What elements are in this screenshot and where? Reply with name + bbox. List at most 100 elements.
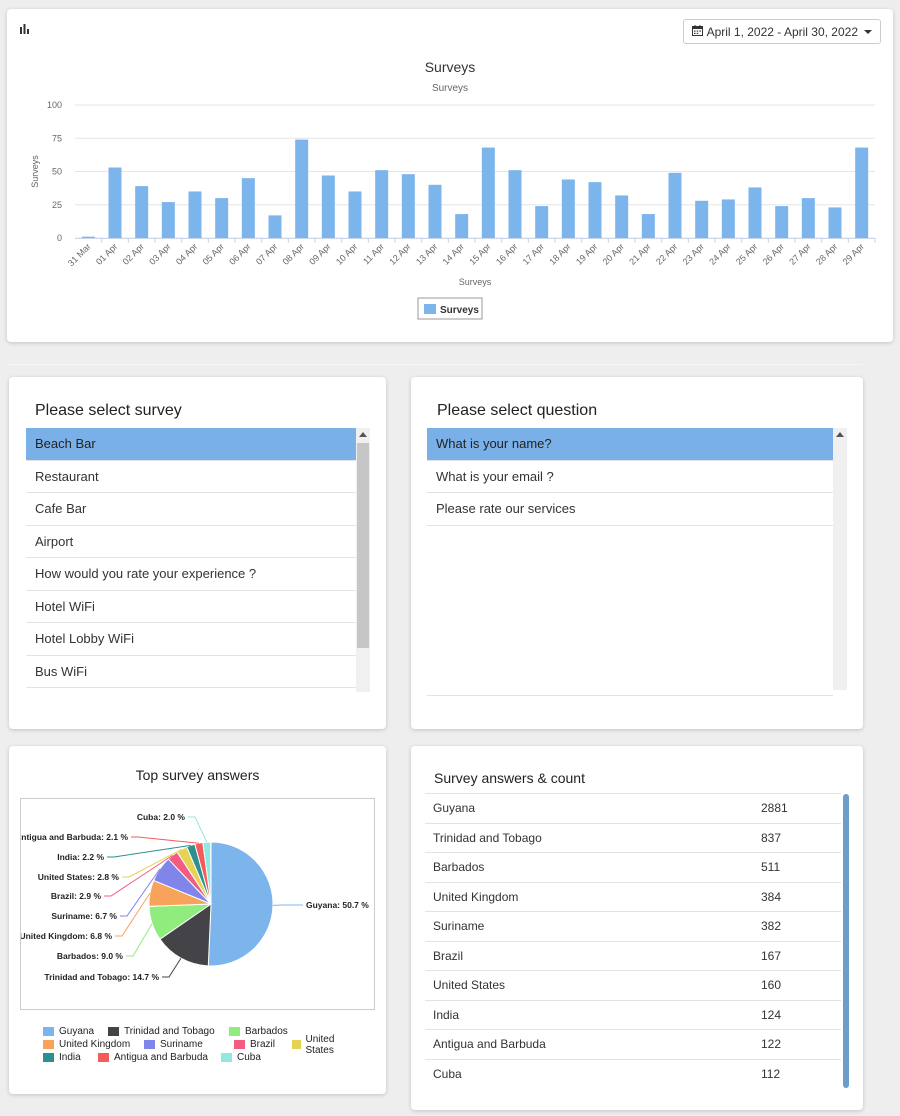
x-tick-label: 04 Apr: [174, 241, 199, 266]
x-tick-label: 06 Apr: [227, 241, 252, 266]
legend-item[interactable]: Barbados: [229, 1026, 289, 1037]
date-range-button[interactable]: April 1, 2022 - April 30, 2022: [682, 19, 881, 44]
x-tick-label: 29 Apr: [841, 241, 866, 266]
x-tick-label: 10 Apr: [334, 241, 359, 266]
chart-title: Surveys: [425, 59, 476, 75]
question-select-panel: Please select question What is your name…: [411, 377, 863, 729]
pie-data-label: Guyana: 50.7 %: [306, 900, 369, 910]
answer-count: 2881: [761, 801, 788, 816]
legend-label: Barbados: [245, 1026, 288, 1037]
bar: [135, 186, 149, 238]
bar: [215, 198, 229, 238]
pie-data-label: Suriname: 6.7 %: [51, 911, 117, 921]
answer-name: Brazil: [433, 948, 464, 963]
legend-label: Cuba: [237, 1052, 261, 1063]
bar: [535, 206, 549, 238]
legend-label: India: [59, 1052, 81, 1063]
legend-item[interactable]: India: [43, 1052, 98, 1063]
table-row: Guyana 2881: [425, 793, 841, 823]
legend-swatch: [144, 1040, 155, 1049]
legend-item[interactable]: Trinidad and Tobago: [108, 1026, 229, 1037]
pie-connector: [104, 854, 173, 897]
survey-list-item[interactable]: Cafe Bar: [26, 493, 356, 526]
scrollbar-thumb[interactable]: [357, 443, 369, 648]
y-axis-label: Surveys: [30, 155, 40, 188]
pie-connector: [162, 957, 182, 978]
pie-data-label: United States: 2.8 %: [38, 872, 120, 882]
scroll-up-icon[interactable]: [836, 432, 844, 437]
legend-item[interactable]: Brazil: [234, 1039, 292, 1050]
pie-legend: Guyana Trinidad and Tobago Barbados United …: [43, 1025, 373, 1064]
legend-item[interactable]: United Kingdom: [43, 1039, 144, 1050]
pie-connector: [122, 848, 183, 878]
answer-count: 160: [761, 978, 782, 993]
chart-subtitle: Surveys: [432, 83, 468, 94]
question-list-item[interactable]: Please rate our services: [427, 493, 833, 526]
answers-scrollbar[interactable]: [843, 794, 849, 1088]
bar: [668, 172, 682, 238]
question-list-scrollbar[interactable]: [833, 428, 847, 690]
x-axis-label: Surveys: [459, 277, 492, 287]
answer-count: 837: [761, 830, 782, 845]
legend-item[interactable]: Suriname: [144, 1039, 234, 1050]
answers-count-panel: Survey answers & count Guyana 2881 Trinida…: [411, 746, 863, 1110]
answer-name: India: [433, 1007, 460, 1022]
legend-swatch: [43, 1040, 54, 1049]
question-list-item[interactable]: What is your name?: [427, 428, 833, 461]
date-range-label: April 1, 2022 - April 30, 2022: [706, 24, 858, 39]
legend-item[interactable]: Antigua and Barbuda: [98, 1052, 221, 1063]
survey-list-scrollbar[interactable]: [356, 428, 370, 692]
bar: [588, 182, 602, 238]
pie-connector: [126, 923, 153, 957]
answer-count: 384: [761, 889, 782, 904]
table-row: United Kingdom 384: [425, 881, 841, 912]
legend-swatch: [98, 1053, 109, 1062]
legend-item[interactable]: United States: [292, 1034, 352, 1056]
answer-name: United Kingdom: [433, 889, 519, 904]
survey-list-item[interactable]: Airport: [26, 526, 356, 558]
survey-list-item[interactable]: How would you rate your experience ?: [26, 558, 356, 591]
bar-chart-icon[interactable]: [19, 21, 31, 39]
legend-swatch: [43, 1027, 54, 1036]
x-tick-label: 03 Apr: [147, 241, 172, 266]
answer-name: Suriname: [433, 919, 485, 934]
question-list-item[interactable]: What is your email ?: [427, 461, 833, 493]
survey-list-item[interactable]: Hotel Lobby WiFi: [26, 623, 356, 656]
table-row: Brazil 167: [425, 940, 841, 971]
answers-table-title: Survey answers & count: [434, 770, 585, 786]
survey-list-item[interactable]: Hotel WiFi: [26, 591, 356, 623]
bar: [428, 184, 442, 238]
x-tick-label: 11 Apr: [361, 241, 386, 266]
pie-connector: [107, 844, 191, 858]
legend-item[interactable]: Cuba: [221, 1052, 261, 1063]
survey-list-item[interactable]: Restaurant: [26, 461, 356, 493]
legend-label: Surveys: [440, 305, 479, 316]
bar: [481, 147, 495, 238]
pie-slice: [207, 841, 274, 967]
bar: [108, 167, 122, 238]
answer-count: 122: [761, 1037, 782, 1052]
answer-name: United States: [433, 978, 506, 993]
pie-chart-frame: Guyana: 50.7 % Trinidad and Tobago: 14.7 …: [20, 798, 375, 1010]
survey-panel-title: Please select survey: [35, 402, 182, 419]
legend-swatch: [43, 1053, 54, 1062]
question-panel-title: Please select question: [437, 402, 598, 419]
legend-row: India Antigua and Barbuda Cuba: [43, 1051, 373, 1064]
legend-row: Guyana Trinidad and Tobago Barbados: [43, 1025, 373, 1038]
survey-list-item[interactable]: Beach Bar: [26, 428, 356, 461]
x-tick-label: 20 Apr: [601, 241, 626, 266]
calendar-icon: [691, 24, 703, 39]
bar: [855, 147, 869, 238]
survey-list-item[interactable]: Bus WiFi: [26, 656, 356, 688]
scroll-up-icon[interactable]: [359, 432, 367, 437]
pie-data-label: India: 2.2 %: [57, 852, 104, 862]
legend-item[interactable]: Guyana: [43, 1026, 108, 1037]
bar: [801, 198, 815, 238]
x-tick-label: 19 Apr: [574, 241, 599, 266]
answer-name: Guyana: [433, 801, 476, 816]
question-list: What is your name? What is your email ? Pl…: [427, 428, 833, 696]
x-tick-label: 23 Apr: [681, 241, 706, 266]
x-tick-label: 27 Apr: [787, 241, 812, 266]
bar: [401, 174, 415, 238]
x-tick-label: 22 Apr: [654, 241, 679, 266]
